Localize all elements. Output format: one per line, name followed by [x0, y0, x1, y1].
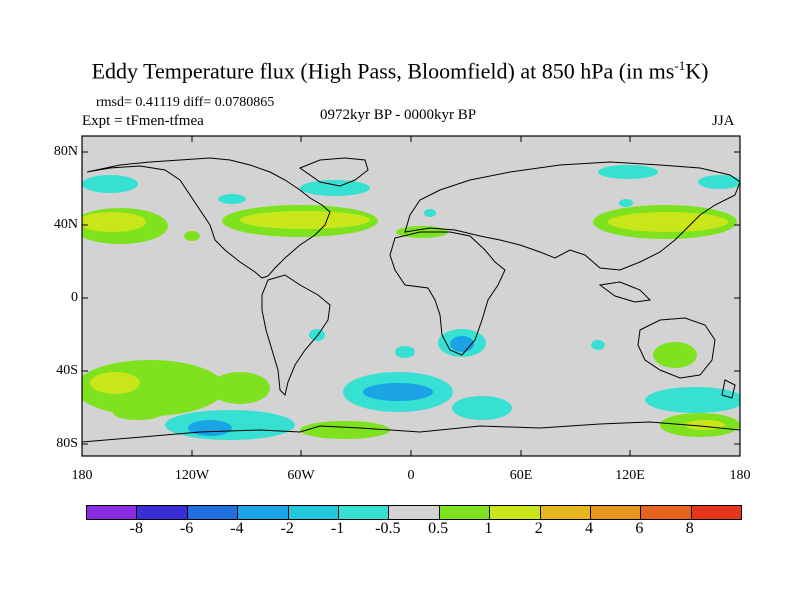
colorbar-labels: -8 -6 -4 -2 -1 -0.5 0.5 1 2 4 6 8 — [0, 520, 800, 540]
colorbar-label: 8 — [685, 520, 694, 537]
coastline-indonesia — [598, 281, 652, 303]
coastline-africa — [389, 231, 506, 356]
fill-spacific-south-green — [113, 406, 163, 420]
colorbar-swatch — [539, 506, 590, 519]
fill-blob-b — [619, 199, 633, 207]
fill-npacific-yellow — [82, 212, 146, 232]
colorbar-label: -4 — [230, 520, 244, 537]
colorbar — [86, 505, 742, 520]
colorbar-label: -6 — [179, 520, 194, 537]
fill-blob-f — [591, 340, 605, 350]
colorbar-swatch — [186, 506, 238, 519]
colorbar-swatch — [136, 506, 187, 519]
colorbar-label: 2 — [534, 520, 543, 537]
fill-blob-d — [395, 346, 415, 358]
colorbar-swatch — [388, 506, 439, 519]
lat-label-40n: 40N — [53, 217, 78, 232]
fill-ross-blue — [188, 420, 232, 436]
lon-label-60e: 60E — [509, 468, 533, 483]
lon-label-180w: 180 — [71, 468, 93, 483]
coastline-australia — [637, 317, 716, 379]
period-label: 0972kyr BP - 0000kyr BP — [320, 107, 477, 123]
title-main: Eddy Temperature flux (High Pass, Bloomf… — [91, 58, 675, 84]
title-superscript: -1 — [674, 58, 686, 73]
lon-label-60w: 60W — [287, 468, 315, 483]
experiment-label: Expt = tFmen-tfmea — [82, 113, 204, 129]
colorbar-label: -1 — [330, 520, 345, 537]
colorbar-swatch — [337, 506, 389, 519]
coastline-antarctica — [82, 421, 740, 443]
fill-satlantic-blue — [363, 383, 433, 401]
coastline-greenland — [298, 157, 369, 187]
colorbar-swatch — [489, 506, 540, 519]
colorbar-label: -0.5 — [375, 520, 401, 537]
fill-blob-a — [184, 231, 200, 241]
fill-blob-c — [424, 209, 436, 217]
fill-sindian-cyan — [452, 396, 512, 420]
lon-label-0: 0 — [407, 468, 415, 483]
fill-canada-cyan — [218, 194, 246, 204]
fill-safrica-blue — [450, 336, 474, 352]
fill-greenland-cyan — [300, 180, 370, 196]
colorbar-label: -2 — [280, 520, 294, 537]
fill-spacific-yellow — [90, 372, 140, 394]
colorbar-swatch — [690, 506, 742, 519]
fill-alaska-cyan — [82, 175, 138, 193]
coastline-new-zealand — [721, 379, 736, 399]
colorbar-label: 6 — [635, 520, 644, 537]
lat-label-80n: 80N — [53, 144, 78, 159]
colorbar-swatch — [237, 506, 288, 519]
coastline-eurasia — [404, 161, 740, 271]
title-suffix: K) — [685, 58, 709, 84]
fill-weddell-green — [300, 421, 390, 439]
colorbar-swatch — [287, 506, 338, 519]
figure-title: Eddy Temperature flux (High Pass, Bloomf… — [0, 58, 800, 84]
fill-npacific-east-yellow — [608, 212, 728, 232]
lon-label-120e: 120E — [615, 468, 645, 483]
stats-label: rmsd= 0.41119 diff= 0.0780865 — [96, 95, 275, 110]
colorbar-label: 4 — [585, 520, 594, 537]
fill-blob-e — [309, 329, 325, 341]
lat-label-80s: 80S — [56, 436, 78, 451]
colorbar-label: -8 — [129, 520, 143, 537]
fill-natlantic-yellow — [240, 211, 370, 229]
fill-siberia-cyan — [598, 165, 658, 179]
season-label: JJA — [712, 113, 735, 129]
colorbar-label: 0.5 — [428, 520, 449, 537]
colorbar-swatch — [589, 506, 641, 519]
lat-label-40s: 40S — [56, 363, 78, 378]
colorbar-swatch — [87, 506, 137, 519]
fill-bering-cyan — [698, 175, 740, 189]
axis-ticks — [82, 136, 740, 456]
fill-spacific-green-b — [210, 372, 270, 404]
lon-label-180e: 180 — [729, 468, 751, 483]
colorbar-swatch — [640, 506, 691, 519]
fill-australia-green — [653, 342, 697, 368]
coastline-north-america — [86, 157, 331, 279]
coastlines — [82, 157, 740, 443]
colorbar-swatch — [438, 506, 490, 519]
colorbar-label: 1 — [484, 520, 493, 537]
lon-label-120w: 120W — [174, 468, 210, 483]
coastline-south-america — [261, 274, 331, 396]
fill-stasman-cyan — [645, 387, 740, 413]
lat-label-0: 0 — [71, 290, 78, 305]
